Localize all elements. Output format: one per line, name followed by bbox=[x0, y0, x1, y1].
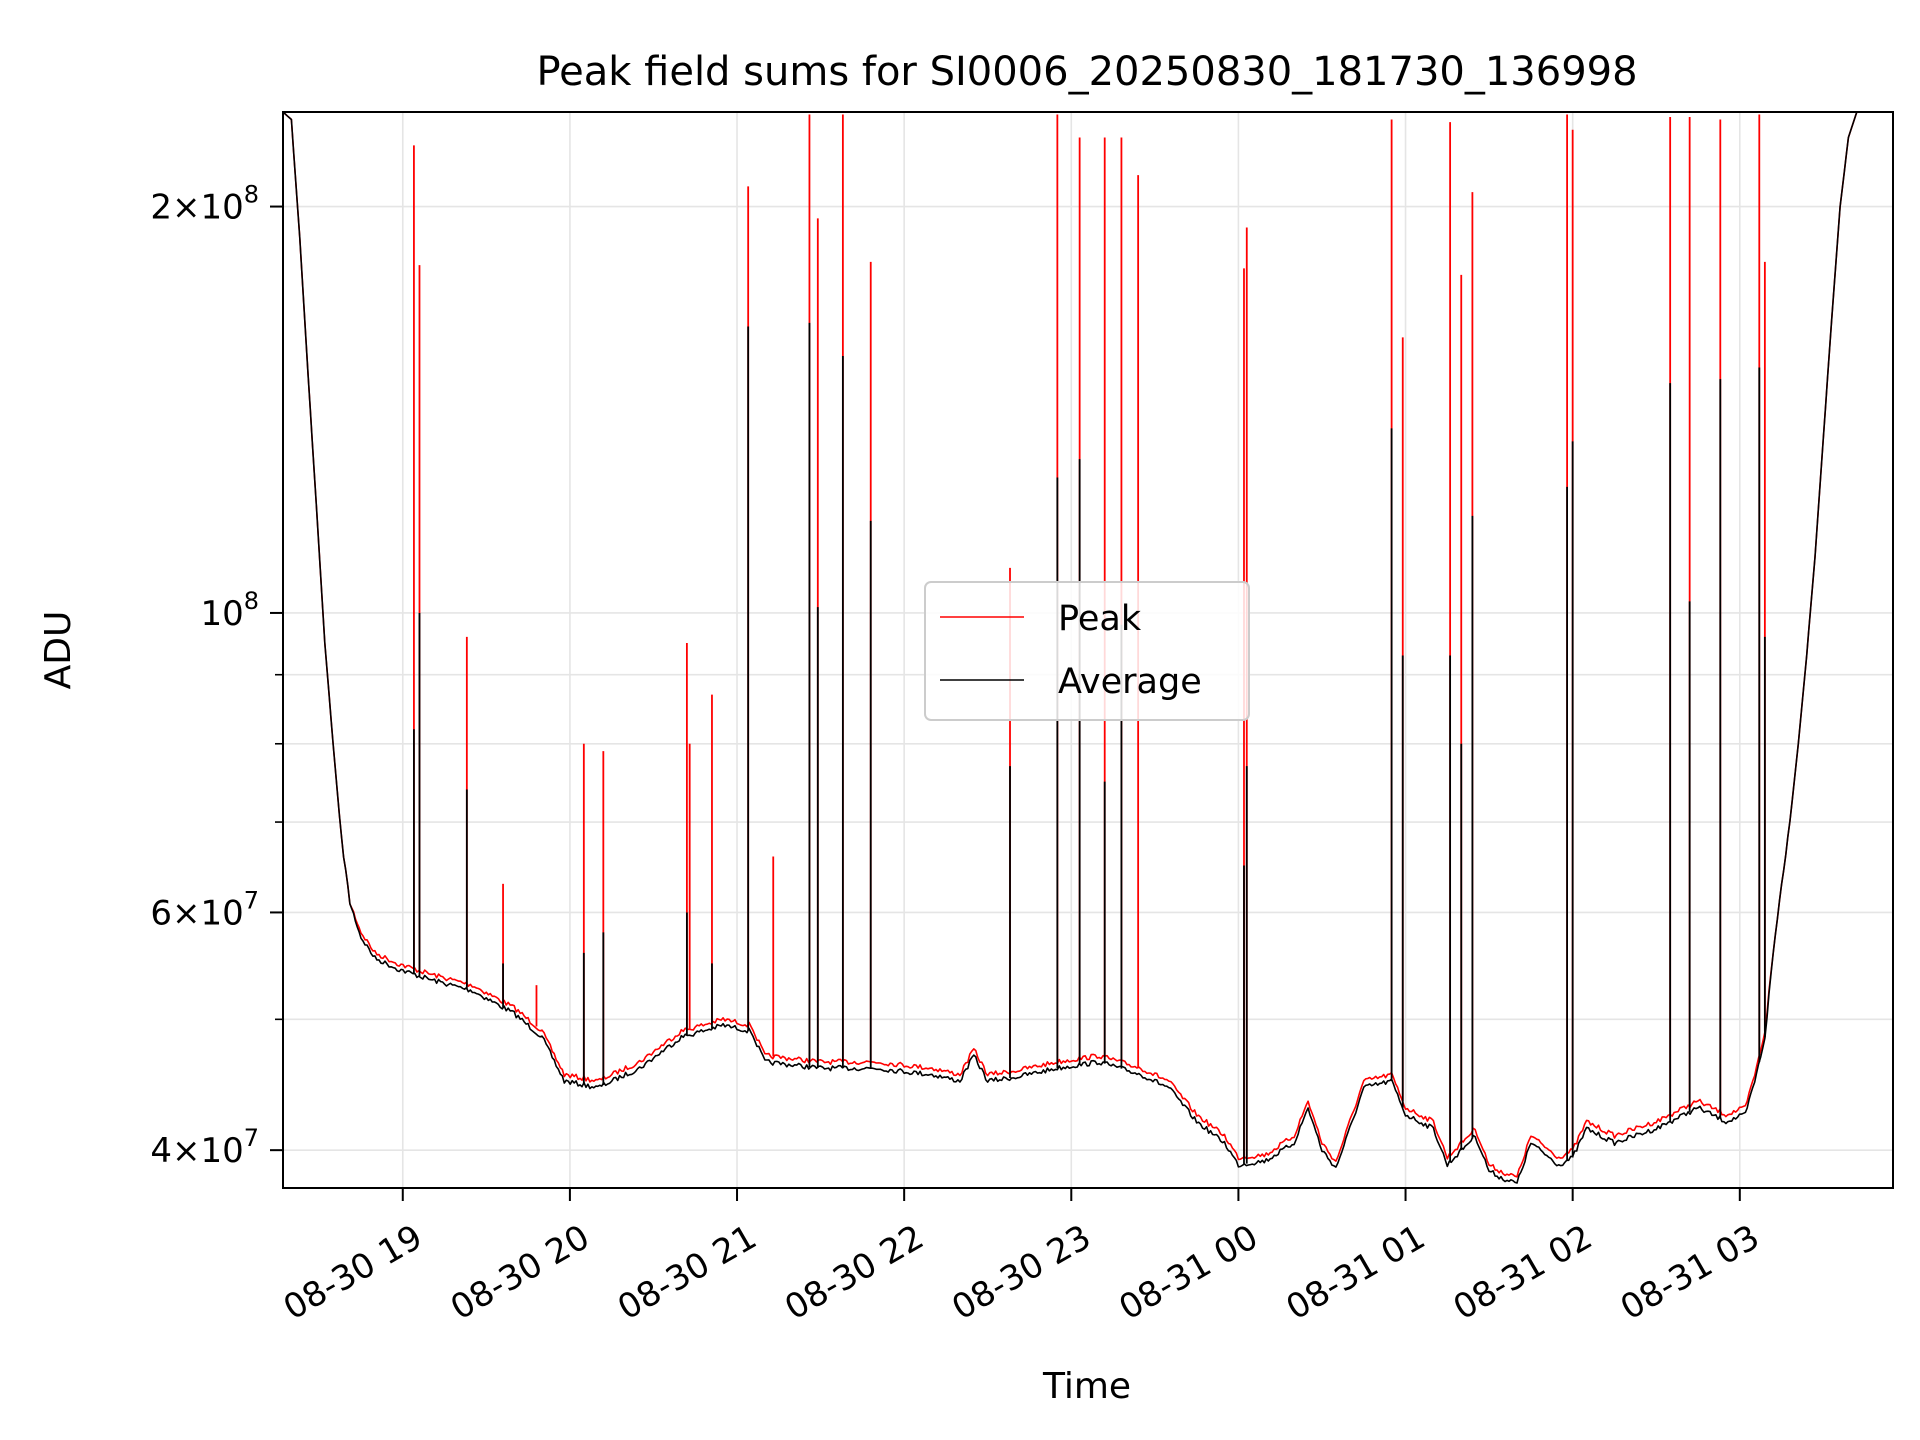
grid bbox=[283, 112, 1893, 1188]
legend: Peak Average bbox=[924, 581, 1250, 721]
plot-frame bbox=[282, 111, 1894, 1189]
y-tick-label: 2×108 bbox=[150, 181, 259, 228]
y-axis-label: ADU bbox=[38, 611, 79, 690]
legend-average-label: Average bbox=[1058, 662, 1202, 702]
series-line-average bbox=[283, 112, 1893, 1184]
series-average bbox=[283, 112, 1893, 1184]
y-tick-label: 6×107 bbox=[150, 886, 259, 933]
legend-peak-label: Peak bbox=[1058, 599, 1142, 639]
x-axis-label: Time bbox=[1042, 1366, 1131, 1407]
series-line-peak bbox=[283, 112, 1893, 1178]
chart-title: Peak field sums for SI0006_20250830_1817… bbox=[536, 49, 1637, 95]
y-tick-label: 4×107 bbox=[150, 1124, 259, 1171]
y-axis: 4×107 6×107 108 2×108 bbox=[150, 181, 283, 1171]
y-tick-label: 108 bbox=[200, 587, 259, 634]
